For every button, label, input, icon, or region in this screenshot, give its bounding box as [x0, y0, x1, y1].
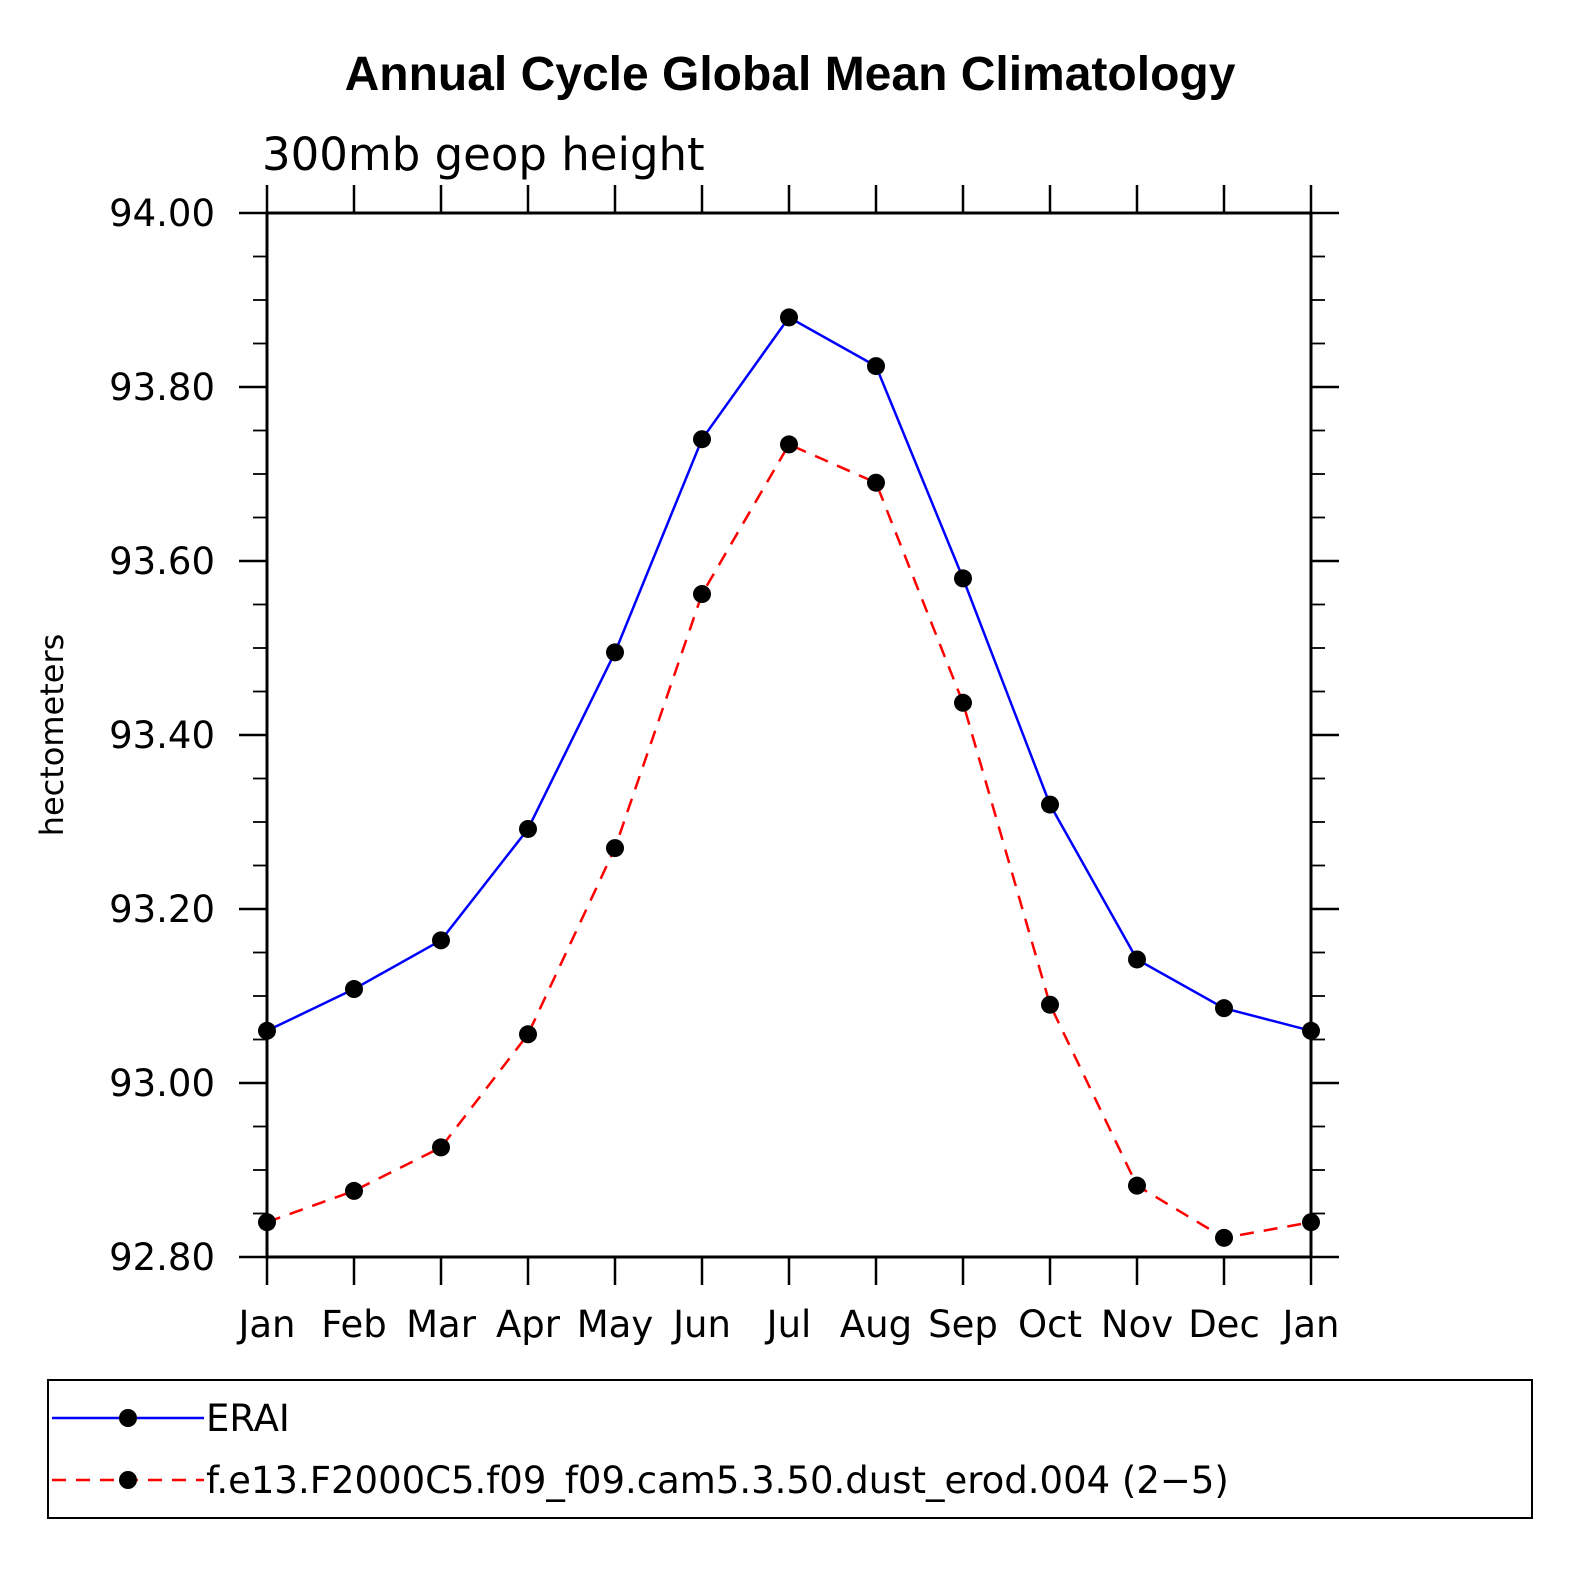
axis-ticks: [239, 185, 1339, 1285]
series-line: [266, 442, 1312, 1240]
data-point: [519, 1025, 537, 1044]
x-tick-label: Dec: [1188, 1303, 1260, 1346]
data-point: [345, 1181, 363, 1200]
data-point: [1215, 1228, 1233, 1247]
data-point: [345, 980, 363, 999]
data-point: [519, 819, 537, 838]
legend-label: f.e13.F2000C5.f09_f09.cam5.3.50.dust_ero…: [206, 1459, 1229, 1502]
data-point: [432, 931, 450, 950]
y-tick-label: 93.40: [109, 714, 215, 757]
data-point: [780, 435, 798, 454]
y-axis-label: hectometers: [33, 634, 71, 837]
y-tick-label: 94.00: [109, 192, 215, 235]
chart-subtitle: 300mb geop height: [262, 128, 705, 181]
data-point: [606, 643, 624, 662]
y-tick-label: 93.00: [109, 1062, 215, 1105]
series-1: [258, 308, 1320, 1040]
data-point: [1128, 950, 1146, 969]
x-tick-label: Aug: [840, 1303, 912, 1346]
data-point: [867, 473, 885, 492]
data-point: [1302, 1021, 1320, 1040]
data-point: [1041, 995, 1059, 1014]
data-point: [1302, 1213, 1320, 1232]
series-2: [258, 435, 1320, 1247]
x-tick-label: Oct: [1018, 1303, 1082, 1346]
data-point: [780, 308, 798, 327]
data-point: [693, 430, 711, 449]
legend-marker: [119, 1471, 137, 1489]
x-tick-label: Mar: [406, 1303, 477, 1346]
data-point: [1041, 795, 1059, 814]
x-tick-label: May: [577, 1303, 654, 1346]
x-tick-label: Jun: [671, 1303, 731, 1346]
x-tick-label: Sep: [928, 1303, 998, 1346]
y-tick-labels: 92.80 93.00 93.20 93.40 93.60 93.80 94.00: [109, 192, 215, 1279]
data-point: [432, 1138, 450, 1157]
x-tick-label: Nov: [1101, 1303, 1173, 1346]
x-tick-label: Jan: [236, 1303, 295, 1346]
data-point: [258, 1021, 276, 1040]
x-tick-labels: Jan Feb Mar Apr May Jun Jul Aug Sep Oct Nov Dec Jan: [236, 1303, 1339, 1346]
chart-title: Annual Cycle Global Mean Climatology: [345, 48, 1236, 101]
data-point: [1128, 1176, 1146, 1195]
legend: ERAI f.e13.F2000C5.f09_f09.cam5.3.50.dust…: [52, 1397, 1229, 1502]
data-point: [867, 357, 885, 376]
legend-marker: [119, 1409, 137, 1427]
data-point: [954, 569, 972, 588]
x-tick-label: Jan: [1280, 1303, 1339, 1346]
data-point: [1215, 999, 1233, 1018]
x-tick-label: Feb: [321, 1303, 387, 1346]
data-point: [954, 693, 972, 712]
x-tick-label: Jul: [765, 1303, 812, 1346]
y-tick-label: 93.60: [109, 540, 215, 583]
data-point: [606, 839, 624, 858]
y-tick-label: 92.80: [109, 1236, 215, 1279]
data-point: [258, 1213, 276, 1232]
data-point: [693, 585, 711, 604]
series-line: [266, 315, 1312, 1033]
legend-box: [47, 1379, 1533, 1519]
series-group: [258, 308, 1320, 1247]
legend-label: ERAI: [206, 1397, 290, 1440]
y-tick-label: 93.80: [109, 366, 215, 409]
x-tick-label: Apr: [496, 1303, 561, 1346]
plot-frame: [265, 211, 1313, 1259]
y-tick-label: 93.20: [109, 888, 215, 931]
